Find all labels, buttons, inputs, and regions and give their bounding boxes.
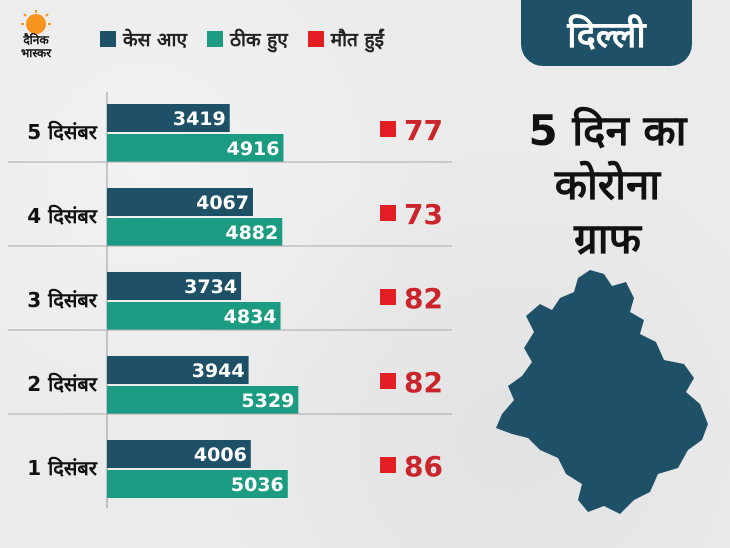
bar-cases-label: 4006 bbox=[194, 444, 247, 466]
legend-item-deaths: मौत हुईं bbox=[307, 26, 384, 52]
death-marker bbox=[380, 289, 396, 305]
bar-cases-label: 3944 bbox=[192, 360, 245, 382]
death-marker bbox=[380, 205, 396, 221]
bar-cases bbox=[107, 272, 242, 300]
sun-rays-icon bbox=[21, 10, 51, 25]
bar-recovered-label: 4916 bbox=[227, 138, 280, 160]
bar-recovered bbox=[107, 218, 283, 246]
panel-title-line-1: 5 दिन का bbox=[528, 106, 687, 155]
bar-recovered-label: 5036 bbox=[231, 474, 284, 496]
logo-line1: दैनिक bbox=[22, 33, 49, 47]
logo-mark: दैनिक भास्कर bbox=[21, 10, 52, 60]
death-marker bbox=[380, 457, 396, 473]
panel-title-line-3: ग्राफ bbox=[574, 214, 641, 263]
bar-cases bbox=[107, 356, 249, 384]
bar-cases bbox=[107, 104, 230, 132]
legend-label-cases: केस आए bbox=[123, 29, 187, 51]
category-label: 4 दिसंबर bbox=[27, 204, 98, 228]
bar-recovered-label: 4834 bbox=[224, 306, 277, 328]
bar-cases bbox=[107, 440, 251, 468]
death-value: 77 bbox=[404, 114, 443, 147]
dainik-bhaskar-logo: दैनिक भास्कर bbox=[10, 10, 66, 60]
bar-cases-label: 3419 bbox=[173, 108, 226, 130]
legend-swatch-cases bbox=[100, 31, 116, 47]
legend-swatch-recovered bbox=[206, 31, 223, 47]
bar-recovered bbox=[107, 134, 284, 162]
death-marker bbox=[380, 121, 396, 137]
death-value: 86 bbox=[404, 450, 443, 483]
category-label: 2 दिसंबर bbox=[27, 372, 98, 396]
legend-label-deaths: मौत हुईं bbox=[330, 29, 384, 51]
bar-recovered bbox=[107, 470, 288, 498]
category-label: 1 दिसंबर bbox=[27, 456, 98, 480]
city-tab: दिल्ली bbox=[521, 0, 692, 66]
panel-title-line-2: कोरोना bbox=[554, 160, 661, 209]
bar-cases bbox=[107, 188, 254, 216]
chart-legend: केस आए ठीक हुए मौत हुईं bbox=[100, 26, 384, 52]
death-value: 73 bbox=[404, 198, 443, 231]
delhi-map-shape bbox=[496, 270, 708, 514]
sun-icon bbox=[26, 14, 46, 34]
delhi-map-icon bbox=[496, 270, 708, 514]
category-label: 3 दिसंबर bbox=[27, 288, 98, 312]
legend-swatch-deaths bbox=[307, 31, 324, 47]
death-marker bbox=[380, 373, 396, 389]
logo-line2: भास्कर bbox=[21, 46, 52, 60]
city-label: दिल्ली bbox=[567, 14, 646, 56]
legend-label-recovered: ठीक हुए bbox=[229, 29, 288, 51]
bar-cases-label: 3734 bbox=[184, 276, 237, 298]
death-value: 82 bbox=[404, 366, 443, 399]
bar-recovered bbox=[107, 302, 281, 330]
bar-recovered bbox=[107, 386, 299, 414]
legend-item-recovered: ठीक हुए bbox=[206, 26, 288, 52]
bar-recovered-label: 4882 bbox=[225, 222, 278, 244]
panel-title: 5 दिन का कोरोना ग्राफ bbox=[505, 104, 710, 266]
bar-recovered-label: 5329 bbox=[241, 390, 294, 412]
bar-cases-label: 4067 bbox=[196, 192, 249, 214]
category-label: 5 दिसंबर bbox=[27, 120, 98, 144]
legend-item-cases: केस आए bbox=[100, 26, 187, 52]
delhi-map bbox=[488, 268, 726, 518]
death-value: 82 bbox=[404, 282, 443, 315]
